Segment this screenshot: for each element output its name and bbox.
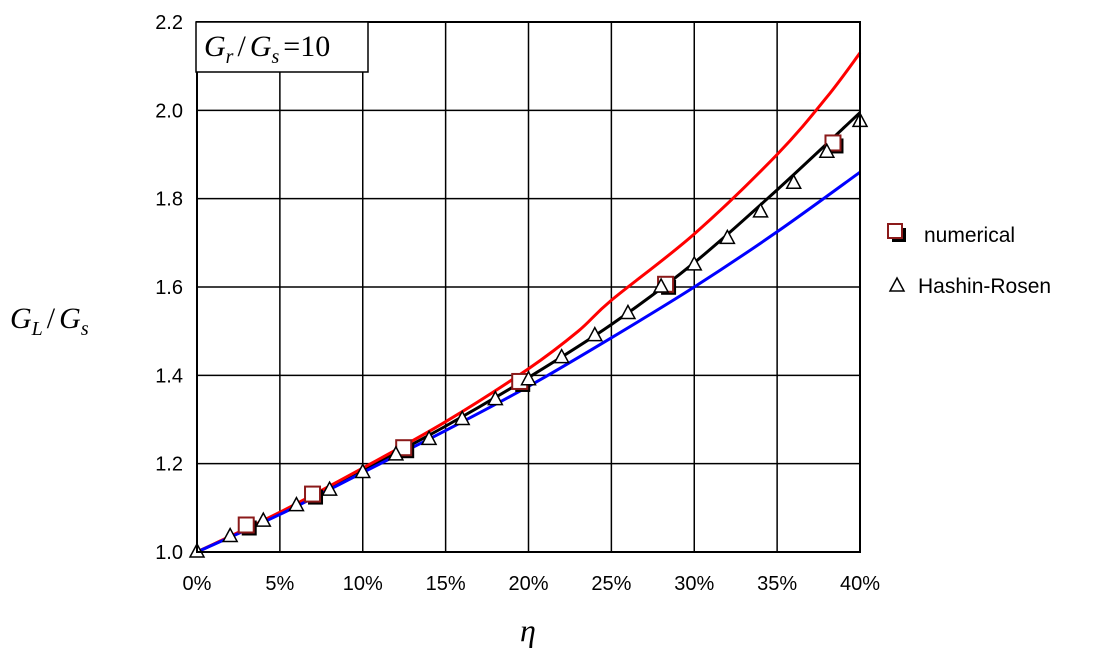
legend-numerical-marker [887,223,903,239]
y-tick-label: 1.6 [155,277,183,299]
hashin-rosen-point [719,228,736,245]
hashin-rosen-point [221,526,239,543]
x-tick-label: 25% [591,573,631,595]
hashin-rosen-point [818,142,836,159]
x-axis-label: η [520,612,536,648]
x-tick-label: 0% [183,573,212,595]
numerical-point [395,439,415,459]
y-tick-label: 1.2 [155,454,183,476]
annotation-main2: G [250,30,272,63]
hashin-rosen-point [520,370,537,386]
annotation-box: Gr / Gs =10 [195,21,369,73]
legend-hashin-rosen: Hashin-Rosen [888,275,1051,298]
y-tick-label: 2.2 [155,12,183,34]
x-tick-label: 15% [426,573,466,595]
annotation-sub1: r [226,46,234,68]
legend: numerical Hashin-Rosen [887,223,1051,298]
annotation-slash: / [237,30,246,63]
ylabel-sub2: s [81,318,89,340]
numerical-point [237,516,257,536]
y-tick-label: 2.0 [155,100,183,122]
y-axis-label: GL / Gs [10,302,89,340]
hashin-rosen-point [652,277,670,293]
y-tick-label: 1.8 [155,189,183,211]
ylabel-slash: / [47,302,56,335]
x-tick-label: 20% [508,573,548,595]
tick-labels: 0% 5% 10% 15% 20% 25% 30% 35% 40% 1.0 1.2 1.4 1.6 1.8… [155,12,880,595]
x-tick-label: 5% [265,573,294,595]
x-tick-label: 40% [840,573,880,595]
y-tick-label: 1.4 [155,365,183,387]
markers [188,111,869,558]
legend-numerical-label: numerical [924,224,1015,247]
hashin-rosen-point [420,429,438,446]
numerical-point [824,134,844,154]
hashin-rosen-point [553,348,570,364]
hashin-rosen-point [288,496,305,512]
ylabel-main2: G [59,302,81,335]
y-tick-label: 1.0 [155,542,183,564]
hashin-rosen-point [752,202,769,218]
legend-numerical: numerical [887,223,1015,247]
hashin-rosen-point [586,326,604,342]
x-tick-label: 30% [674,573,714,595]
x-tick-label: 35% [757,573,797,595]
hashin-rosen-point [685,255,703,271]
annotation-rhs: =10 [283,30,330,63]
hashin-rosen-point [354,462,372,479]
svg-text:Gr/Gs=10: Gr / Gs =10 [204,30,330,68]
hashin-rosen-point [785,173,802,189]
hashin-rosen-point [321,480,338,496]
ylabel-main: G [10,302,32,335]
annotation-main: G [204,30,226,63]
hashin-rosen-point [387,445,405,461]
x-tick-label: 10% [343,573,383,595]
hashin-rosen-point [619,303,637,320]
hashin-rosen-point [453,409,471,426]
legend-hashin-rosen-label: Hashin-Rosen [918,275,1051,298]
ylabel-sub1: L [31,318,43,340]
grid [196,21,861,553]
legend-hashin-rosen-marker [888,276,906,292]
hashin-rosen-point [487,390,504,406]
plot-frame [196,21,861,553]
numerical-point [304,485,324,505]
annotation-sub2: s [271,46,279,68]
hashin-rosen-point [255,511,272,527]
